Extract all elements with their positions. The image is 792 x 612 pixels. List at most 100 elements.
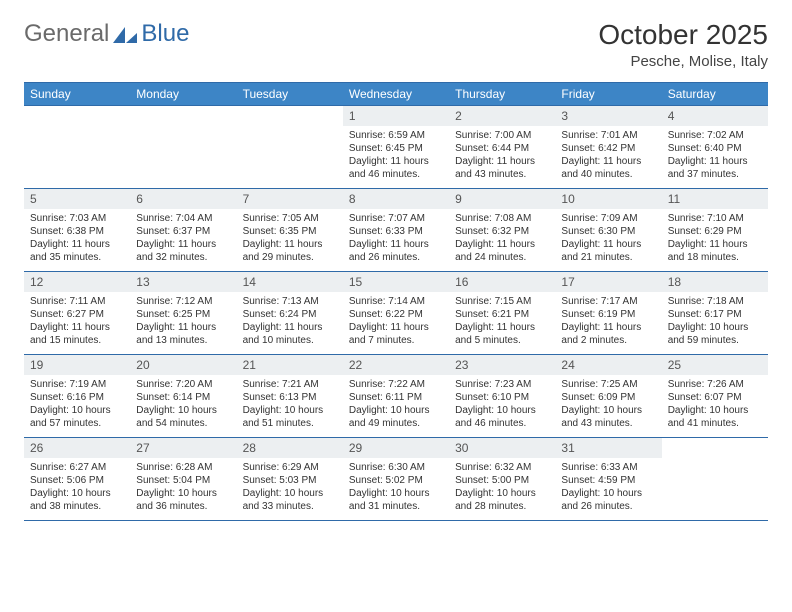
- day-number: 28: [237, 438, 343, 458]
- day-details: Sunrise: 6:28 AMSunset: 5:04 PMDaylight:…: [130, 458, 236, 517]
- calendar-cell: 19Sunrise: 7:19 AMSunset: 6:16 PMDayligh…: [24, 354, 130, 437]
- calendar-cell: 1Sunrise: 6:59 AMSunset: 6:45 PMDaylight…: [343, 105, 449, 188]
- calendar-cell: 26Sunrise: 6:27 AMSunset: 5:06 PMDayligh…: [24, 437, 130, 520]
- weekday-header: Saturday: [662, 82, 768, 105]
- day-number: 27: [130, 438, 236, 458]
- calendar-cell: ..: [662, 437, 768, 520]
- day-details: Sunrise: 7:02 AMSunset: 6:40 PMDaylight:…: [662, 126, 768, 185]
- weekday-header: Sunday: [24, 82, 130, 105]
- day-details: Sunrise: 7:26 AMSunset: 6:07 PMDaylight:…: [662, 375, 768, 434]
- day-number: 18: [662, 272, 768, 292]
- calendar-cell: 6Sunrise: 7:04 AMSunset: 6:37 PMDaylight…: [130, 188, 236, 271]
- day-details: Sunrise: 7:19 AMSunset: 6:16 PMDaylight:…: [24, 375, 130, 434]
- month-title: October 2025: [598, 20, 768, 51]
- calendar-cell: 30Sunrise: 6:32 AMSunset: 5:00 PMDayligh…: [449, 437, 555, 520]
- calendar-cell: ..: [130, 105, 236, 188]
- day-details: Sunrise: 7:10 AMSunset: 6:29 PMDaylight:…: [662, 209, 768, 268]
- calendar-cell: 12Sunrise: 7:11 AMSunset: 6:27 PMDayligh…: [24, 271, 130, 354]
- calendar-cell: 27Sunrise: 6:28 AMSunset: 5:04 PMDayligh…: [130, 437, 236, 520]
- weekday-header: Friday: [555, 82, 661, 105]
- day-details: Sunrise: 7:20 AMSunset: 6:14 PMDaylight:…: [130, 375, 236, 434]
- day-number: 4: [662, 106, 768, 126]
- day-details: Sunrise: 7:23 AMSunset: 6:10 PMDaylight:…: [449, 375, 555, 434]
- day-number: 12: [24, 272, 130, 292]
- day-details: Sunrise: 7:14 AMSunset: 6:22 PMDaylight:…: [343, 292, 449, 351]
- calendar-cell: 28Sunrise: 6:29 AMSunset: 5:03 PMDayligh…: [237, 437, 343, 520]
- day-number: 30: [449, 438, 555, 458]
- day-number: 21: [237, 355, 343, 375]
- calendar-table: Sunday Monday Tuesday Wednesday Thursday…: [24, 82, 768, 521]
- calendar-cell: 9Sunrise: 7:08 AMSunset: 6:32 PMDaylight…: [449, 188, 555, 271]
- calendar-cell: ..: [24, 105, 130, 188]
- day-details: Sunrise: 7:22 AMSunset: 6:11 PMDaylight:…: [343, 375, 449, 434]
- calendar-row: 19Sunrise: 7:19 AMSunset: 6:16 PMDayligh…: [24, 354, 768, 437]
- calendar-cell: 20Sunrise: 7:20 AMSunset: 6:14 PMDayligh…: [130, 354, 236, 437]
- day-details: Sunrise: 7:18 AMSunset: 6:17 PMDaylight:…: [662, 292, 768, 351]
- day-details: Sunrise: 7:07 AMSunset: 6:33 PMDaylight:…: [343, 209, 449, 268]
- calendar-cell: 25Sunrise: 7:26 AMSunset: 6:07 PMDayligh…: [662, 354, 768, 437]
- day-details: Sunrise: 7:11 AMSunset: 6:27 PMDaylight:…: [24, 292, 130, 351]
- calendar-cell: 4Sunrise: 7:02 AMSunset: 6:40 PMDaylight…: [662, 105, 768, 188]
- weekday-header: Wednesday: [343, 82, 449, 105]
- day-number: 5: [24, 189, 130, 209]
- calendar-cell: 3Sunrise: 7:01 AMSunset: 6:42 PMDaylight…: [555, 105, 661, 188]
- day-details: Sunrise: 7:04 AMSunset: 6:37 PMDaylight:…: [130, 209, 236, 268]
- day-number: 20: [130, 355, 236, 375]
- weekday-header: Monday: [130, 82, 236, 105]
- day-number: 25: [662, 355, 768, 375]
- day-number: 3: [555, 106, 661, 126]
- calendar-cell: 23Sunrise: 7:23 AMSunset: 6:10 PMDayligh…: [449, 354, 555, 437]
- calendar-row: 5Sunrise: 7:03 AMSunset: 6:38 PMDaylight…: [24, 188, 768, 271]
- weekday-header-row: Sunday Monday Tuesday Wednesday Thursday…: [24, 82, 768, 105]
- calendar-row: 12Sunrise: 7:11 AMSunset: 6:27 PMDayligh…: [24, 271, 768, 354]
- day-details: Sunrise: 7:08 AMSunset: 6:32 PMDaylight:…: [449, 209, 555, 268]
- day-number: 6: [130, 189, 236, 209]
- day-number: 15: [343, 272, 449, 292]
- day-number: 14: [237, 272, 343, 292]
- weekday-header: Tuesday: [237, 82, 343, 105]
- calendar-cell: 15Sunrise: 7:14 AMSunset: 6:22 PMDayligh…: [343, 271, 449, 354]
- calendar-cell: 13Sunrise: 7:12 AMSunset: 6:25 PMDayligh…: [130, 271, 236, 354]
- calendar-cell: 17Sunrise: 7:17 AMSunset: 6:19 PMDayligh…: [555, 271, 661, 354]
- day-details: Sunrise: 6:30 AMSunset: 5:02 PMDaylight:…: [343, 458, 449, 517]
- calendar-page: General Blue October 2025 Pesche, Molise…: [0, 0, 792, 541]
- day-number: 8: [343, 189, 449, 209]
- day-number: 24: [555, 355, 661, 375]
- calendar-cell: 7Sunrise: 7:05 AMSunset: 6:35 PMDaylight…: [237, 188, 343, 271]
- calendar-cell: 24Sunrise: 7:25 AMSunset: 6:09 PMDayligh…: [555, 354, 661, 437]
- title-block: October 2025 Pesche, Molise, Italy: [598, 20, 768, 70]
- location: Pesche, Molise, Italy: [598, 53, 768, 70]
- day-details: Sunrise: 7:17 AMSunset: 6:19 PMDaylight:…: [555, 292, 661, 351]
- day-details: Sunrise: 7:05 AMSunset: 6:35 PMDaylight:…: [237, 209, 343, 268]
- day-number: 17: [555, 272, 661, 292]
- logo: General Blue: [24, 20, 189, 48]
- day-details: Sunrise: 6:29 AMSunset: 5:03 PMDaylight:…: [237, 458, 343, 517]
- weekday-header: Thursday: [449, 82, 555, 105]
- day-details: Sunrise: 6:27 AMSunset: 5:06 PMDaylight:…: [24, 458, 130, 517]
- calendar-cell: 16Sunrise: 7:15 AMSunset: 6:21 PMDayligh…: [449, 271, 555, 354]
- day-details: Sunrise: 7:13 AMSunset: 6:24 PMDaylight:…: [237, 292, 343, 351]
- day-number: 2: [449, 106, 555, 126]
- calendar-cell: 18Sunrise: 7:18 AMSunset: 6:17 PMDayligh…: [662, 271, 768, 354]
- calendar-cell: 14Sunrise: 7:13 AMSunset: 6:24 PMDayligh…: [237, 271, 343, 354]
- header: General Blue October 2025 Pesche, Molise…: [24, 20, 768, 70]
- logo-text-2: Blue: [141, 20, 189, 48]
- day-details: Sunrise: 6:33 AMSunset: 4:59 PMDaylight:…: [555, 458, 661, 517]
- calendar-cell: 11Sunrise: 7:10 AMSunset: 6:29 PMDayligh…: [662, 188, 768, 271]
- day-number: 9: [449, 189, 555, 209]
- day-number: 13: [130, 272, 236, 292]
- calendar-cell: ..: [237, 105, 343, 188]
- day-details: Sunrise: 7:09 AMSunset: 6:30 PMDaylight:…: [555, 209, 661, 268]
- calendar-cell: 22Sunrise: 7:22 AMSunset: 6:11 PMDayligh…: [343, 354, 449, 437]
- day-details: Sunrise: 6:59 AMSunset: 6:45 PMDaylight:…: [343, 126, 449, 185]
- day-details: Sunrise: 7:01 AMSunset: 6:42 PMDaylight:…: [555, 126, 661, 185]
- day-number: 22: [343, 355, 449, 375]
- calendar-cell: 2Sunrise: 7:00 AMSunset: 6:44 PMDaylight…: [449, 105, 555, 188]
- day-number: 7: [237, 189, 343, 209]
- calendar-row: 26Sunrise: 6:27 AMSunset: 5:06 PMDayligh…: [24, 437, 768, 520]
- day-number: 19: [24, 355, 130, 375]
- day-details: Sunrise: 6:32 AMSunset: 5:00 PMDaylight:…: [449, 458, 555, 517]
- calendar-cell: 31Sunrise: 6:33 AMSunset: 4:59 PMDayligh…: [555, 437, 661, 520]
- day-number: 16: [449, 272, 555, 292]
- day-number: 29: [343, 438, 449, 458]
